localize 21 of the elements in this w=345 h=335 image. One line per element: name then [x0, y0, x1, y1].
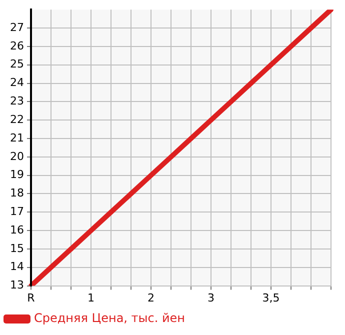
- x-tick-label: 1: [88, 291, 94, 304]
- y-tick-label: 15: [10, 242, 24, 255]
- y-tick-label: 21: [10, 131, 24, 144]
- x-tick-label: 2: [148, 291, 154, 304]
- x-tick-label: 3: [208, 291, 214, 304]
- y-tick-label: 23: [10, 94, 24, 108]
- x-tick-label: R: [27, 291, 36, 304]
- y-tick-label: 22: [10, 112, 24, 126]
- y-tick-label: 13: [10, 278, 24, 292]
- y-tick-label: 18: [10, 186, 24, 200]
- legend-label: Средняя Цена, тыс. йен: [34, 311, 186, 326]
- x-tick-label: 3,5: [262, 291, 280, 304]
- y-tick-label: 27: [10, 20, 24, 34]
- y-tick-label: 26: [10, 39, 24, 52]
- y-tick-label: 24: [10, 76, 24, 90]
- y-tick-label: 19: [10, 168, 24, 182]
- y-tick-label: 25: [10, 58, 24, 71]
- y-tick-label: 17: [10, 205, 24, 218]
- y-tick-label: 16: [10, 223, 24, 236]
- y-tick-label: 20: [10, 150, 24, 163]
- y-tick-label: 14: [10, 260, 24, 274]
